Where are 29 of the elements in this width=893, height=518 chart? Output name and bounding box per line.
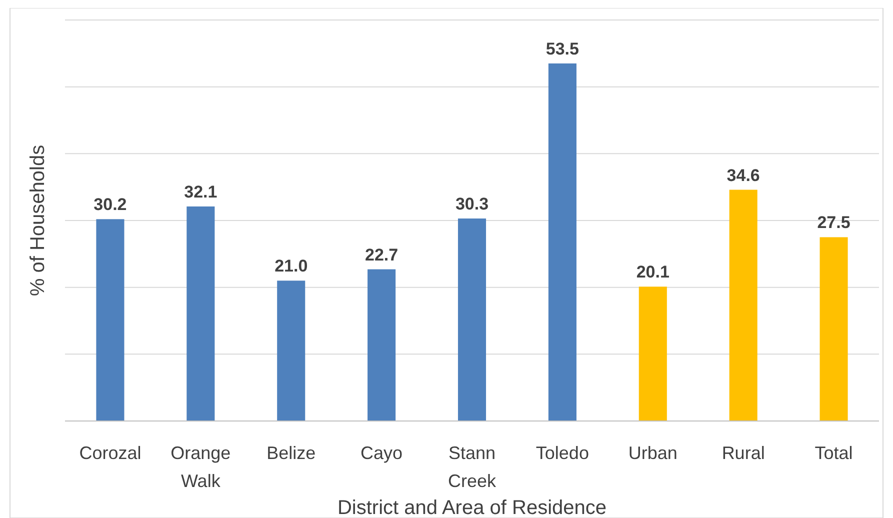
bar — [458, 218, 486, 421]
bar — [277, 280, 306, 421]
x-tick-label: Orange Walk — [170, 443, 231, 491]
x-tick-label: Toledo — [536, 443, 589, 463]
data-label: 22.7 — [365, 245, 398, 264]
data-label: 30.3 — [455, 194, 489, 214]
data-label: 53.5 — [546, 39, 579, 58]
bar — [548, 63, 576, 421]
x-axis-title: District and Area of Residence — [337, 497, 607, 518]
x-tick-label: Stann Creek — [448, 443, 498, 491]
data-label: 32.1 — [184, 182, 218, 202]
data-label: 20.1 — [636, 262, 670, 282]
x-tick-label: Total — [814, 443, 853, 463]
bar — [368, 269, 396, 421]
bar — [186, 206, 215, 421]
data-label: 27.5 — [817, 213, 850, 232]
data-label: 30.2 — [94, 195, 127, 214]
bar — [820, 237, 848, 421]
x-tick-label: Urban — [628, 443, 678, 463]
y-axis-title: % of Households — [27, 144, 49, 296]
x-tick-label: Corozal — [79, 443, 142, 463]
x-tick-label: Cayo — [360, 443, 403, 463]
x-tick-label: Rural — [722, 443, 765, 463]
data-label: 34.6 — [726, 166, 760, 185]
data-label: 21.0 — [274, 256, 308, 276]
bar — [96, 219, 124, 421]
x-tick-label: Belize — [266, 443, 316, 463]
bar — [638, 286, 667, 421]
bar — [729, 190, 758, 421]
